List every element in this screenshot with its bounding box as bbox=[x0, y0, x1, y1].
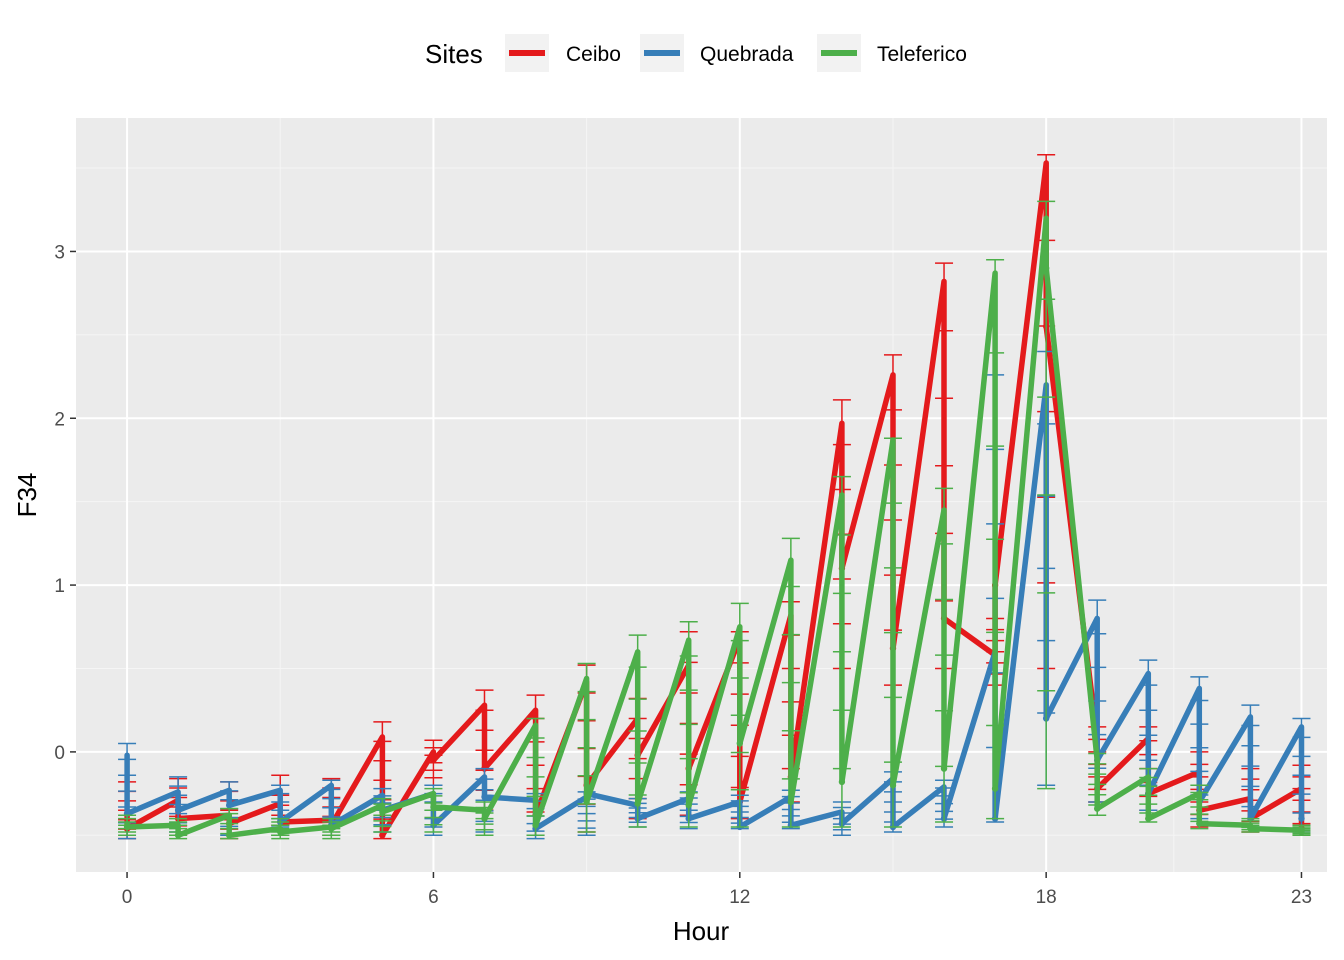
series-line-ceibo bbox=[124, 160, 1305, 839]
point-teleferico bbox=[328, 825, 335, 832]
y-tick-label: 3 bbox=[54, 242, 65, 263]
point-quebrada bbox=[174, 807, 182, 814]
point-teleferico bbox=[532, 822, 539, 829]
series-teleferico bbox=[118, 200, 1311, 840]
legend-label-ceibo: Ceibo bbox=[566, 43, 621, 66]
legend: Sites Ceibo Quebrada Teleferico bbox=[425, 34, 967, 72]
point-teleferico bbox=[379, 808, 386, 816]
point-ceibo bbox=[379, 832, 386, 839]
legend-label-teleferico: Teleferico bbox=[877, 43, 967, 66]
point-ceibo bbox=[430, 757, 437, 764]
point-teleferico bbox=[174, 832, 182, 839]
point-teleferico bbox=[787, 798, 795, 806]
point-quebrada bbox=[481, 793, 488, 801]
y-tick-label: 0 bbox=[54, 743, 65, 764]
legend-title: Sites bbox=[425, 39, 483, 69]
point-teleferico bbox=[685, 802, 692, 809]
series-line-teleferico bbox=[124, 215, 1305, 839]
point-teleferico bbox=[583, 798, 590, 806]
point-teleferico bbox=[1094, 805, 1101, 812]
point-teleferico bbox=[277, 828, 284, 836]
y-tick-label: 1 bbox=[54, 576, 65, 597]
point-teleferico bbox=[1196, 820, 1203, 827]
x-tick-label: 23 bbox=[1291, 887, 1312, 908]
x-tick-label: 18 bbox=[1036, 887, 1057, 908]
point-teleferico bbox=[430, 803, 437, 811]
x-tick-label: 12 bbox=[729, 887, 750, 908]
x-tick-label: 6 bbox=[428, 887, 439, 908]
point-teleferico bbox=[225, 832, 233, 839]
point-teleferico bbox=[481, 815, 488, 822]
point-teleferico bbox=[838, 778, 846, 786]
point-teleferico bbox=[1247, 825, 1254, 832]
x-tick-label: 0 bbox=[122, 887, 133, 908]
point-teleferico bbox=[940, 765, 948, 772]
y-axis: 0 1 2 3 bbox=[54, 242, 76, 764]
x-axis-title: Hour bbox=[673, 916, 730, 946]
point-teleferico bbox=[1298, 828, 1305, 836]
series-line-quebrada bbox=[124, 382, 1305, 832]
x-axis: 0 6 12 18 23 bbox=[122, 872, 1312, 908]
point-teleferico bbox=[889, 782, 897, 789]
point-quebrada bbox=[225, 802, 233, 809]
point-teleferico bbox=[736, 740, 743, 747]
point-teleferico bbox=[1042, 264, 1050, 272]
point-teleferico bbox=[123, 823, 131, 831]
y-tick-label: 2 bbox=[54, 409, 65, 430]
point-teleferico bbox=[634, 800, 641, 807]
point-teleferico bbox=[1145, 815, 1152, 822]
plot-panel bbox=[76, 118, 1327, 872]
point-teleferico bbox=[991, 785, 999, 792]
legend-label-quebrada: Quebrada bbox=[700, 43, 794, 66]
y-axis-title: F34 bbox=[12, 473, 42, 518]
point-quebrada bbox=[1298, 815, 1305, 822]
series-layer bbox=[118, 153, 1311, 840]
